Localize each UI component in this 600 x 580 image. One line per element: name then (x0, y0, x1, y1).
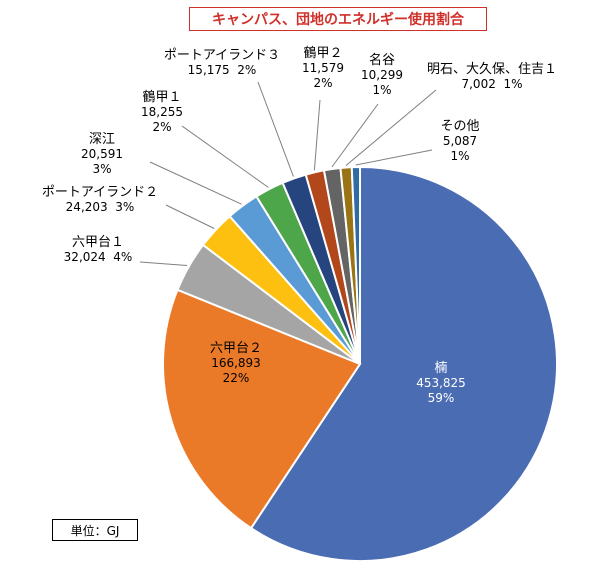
chart-title: キャンパス、団地のエネルギー使用割合 (189, 7, 487, 31)
slice-label: 楠 453,825 59% (416, 361, 466, 405)
slice-label: ポートアイランド３ 15,175 2% (164, 48, 280, 77)
slice-label: 鶴甲２ 11,579 2% (302, 45, 344, 90)
pie-slice (350, 165, 361, 365)
slice-label: ポートアイランド２ 24,203 3% (42, 185, 158, 214)
slice-label: 六甲台２ 166,893 22% (210, 341, 262, 385)
leader-line (149, 161, 242, 205)
unit-label: 単位：GJ (52, 519, 138, 541)
pie-slice (249, 165, 558, 562)
slice-label: その他 5,087 1% (440, 119, 479, 163)
leader-line (257, 81, 294, 177)
leader-line (181, 125, 269, 188)
slice-label: 名谷 10,299 1% (361, 52, 403, 97)
pie-slice (162, 288, 362, 530)
leader-line (139, 261, 188, 266)
leader-line (345, 89, 437, 166)
slice-label: 明石、大久保、住吉１ 7,002 1% (427, 62, 557, 91)
leader-line (331, 103, 379, 168)
leader-line (355, 149, 433, 166)
leader-line (165, 204, 215, 229)
leader-line (313, 99, 321, 171)
slice-label: 六甲台１ 32,024 4% (64, 235, 133, 264)
slice-label: 鶴甲１ 18,255 2% (141, 89, 183, 134)
slice-label: 深江 20,591 3% (81, 132, 123, 176)
